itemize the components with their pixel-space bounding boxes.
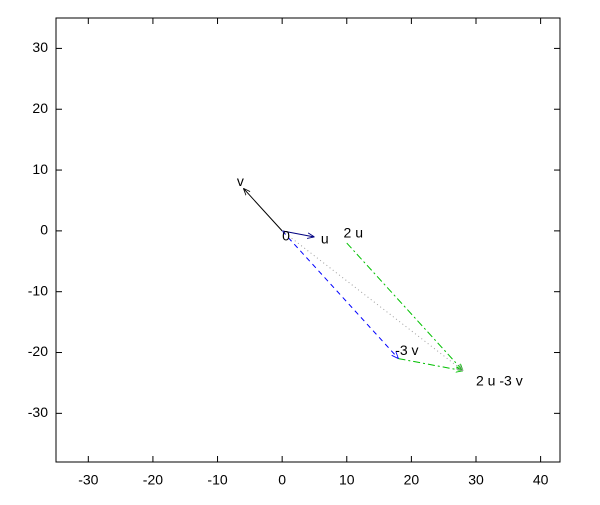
y-tick-label: 10 — [32, 161, 48, 177]
y-tick-label: 30 — [32, 39, 48, 55]
annotation: -3 v — [395, 342, 418, 358]
x-tick-label: 10 — [339, 472, 355, 488]
plot-border — [55, 17, 561, 463]
vector — [243, 188, 283, 232]
annotation: 0 — [282, 228, 290, 244]
x-tick-label: 30 — [468, 472, 484, 488]
y-tick-label: -20 — [28, 343, 48, 359]
vector — [281, 230, 463, 371]
x-tick-label: -10 — [207, 472, 227, 488]
x-tick-label: 20 — [404, 472, 420, 488]
y-tick-label: -30 — [28, 404, 48, 420]
vector — [346, 242, 463, 371]
annotation: v — [237, 173, 244, 189]
annotation: 2 u -3 v — [476, 372, 523, 388]
annotation: 2 u — [344, 225, 363, 241]
x-tick-label: -20 — [143, 472, 163, 488]
vector — [398, 358, 463, 371]
x-tick-label: 0 — [278, 472, 286, 488]
y-tick-label: 0 — [40, 222, 48, 238]
vector — [282, 230, 314, 237]
annotation: u — [321, 231, 329, 247]
vector — [281, 230, 398, 359]
y-tick-label: 20 — [32, 100, 48, 116]
x-tick-label: -30 — [78, 472, 98, 488]
y-tick-label: -10 — [28, 282, 48, 298]
x-tick-label: 40 — [533, 472, 549, 488]
